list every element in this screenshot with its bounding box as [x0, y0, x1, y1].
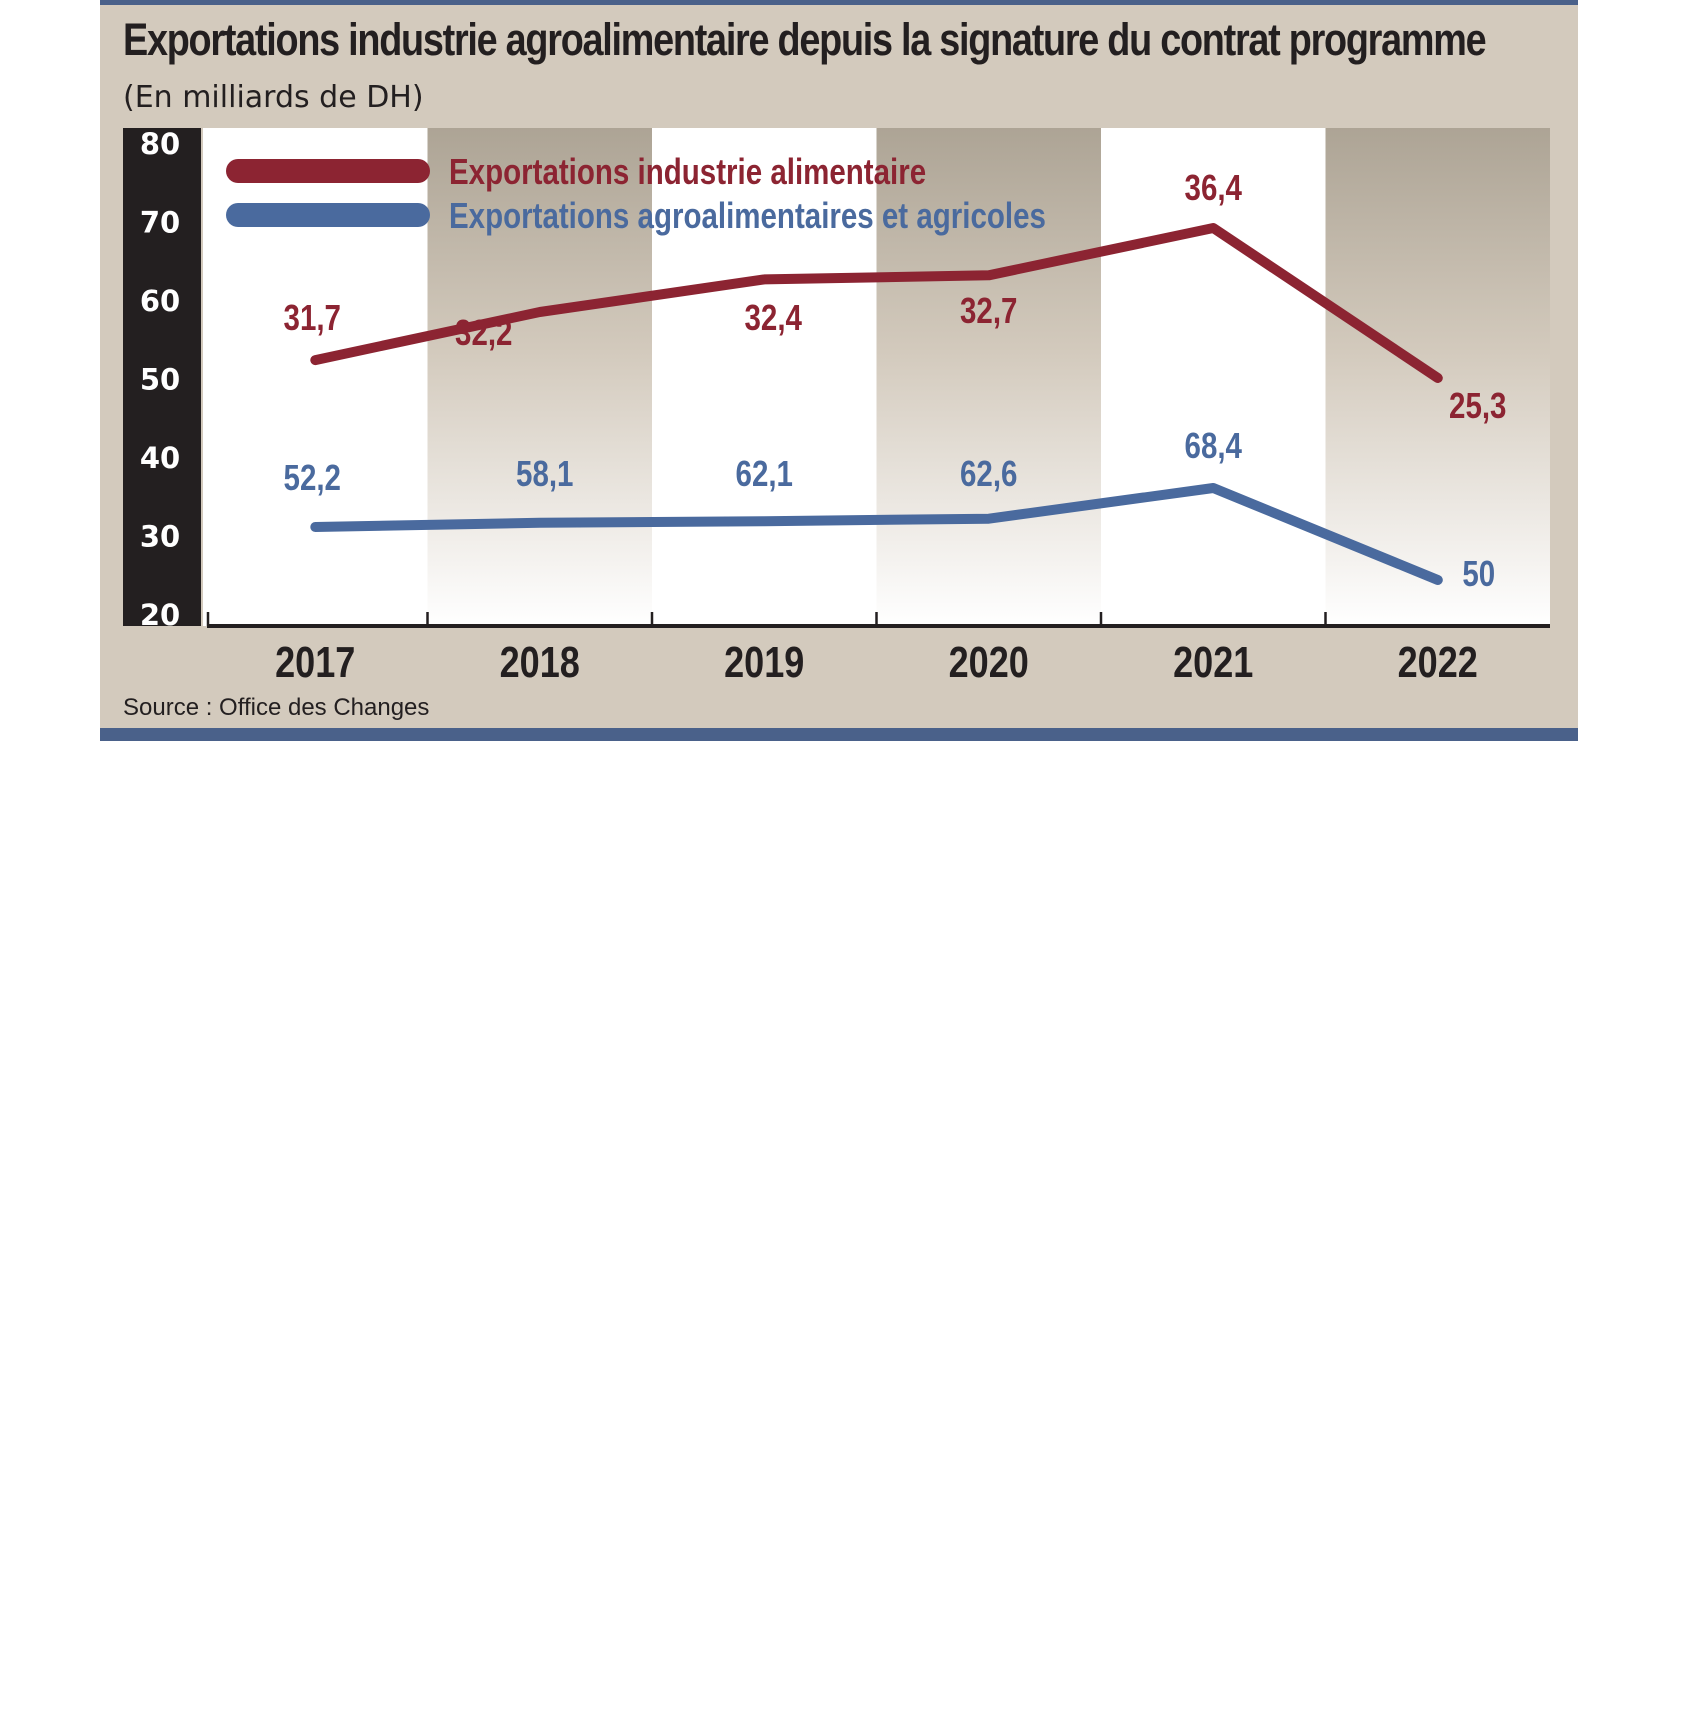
series-line-agroalimentaires-agricoles [310, 223, 1443, 383]
data-label-industrie-alimentaire: 31,7 [284, 297, 341, 337]
data-label-agroalimentaires-agricoles: 62,6 [960, 453, 1017, 493]
data-label-industrie-alimentaire: 32,2 [455, 312, 512, 352]
y-axis-bar [123, 128, 201, 626]
series-line-industrie-alimentaire [310, 483, 1443, 585]
source-note: Source : Office des Changes [123, 694, 430, 721]
y-tick-label: 70 [140, 206, 180, 240]
data-label-agroalimentaires-agricoles: 52,2 [284, 457, 341, 497]
x-tick-label: 2018 [500, 638, 580, 687]
x-tick-label: 2021 [1173, 638, 1253, 687]
data-label-industrie-alimentaire: 32,4 [745, 297, 803, 337]
data-label-agroalimentaires-agricoles: 68,4 [1185, 425, 1243, 465]
data-label-agroalimentaires-agricoles: 58,1 [516, 453, 573, 493]
year-band [876, 128, 1101, 626]
data-label-agroalimentaires-agricoles: 50 [1462, 553, 1495, 593]
x-tick-label: 2019 [724, 638, 804, 687]
y-tick-label: 80 [140, 127, 180, 161]
bottom-rule [100, 728, 1578, 741]
legend-item-industrie-alimentaire: Exportations industrie alimentaire [449, 151, 926, 191]
y-tick-label: 60 [140, 284, 180, 318]
data-label-industrie-alimentaire: 25,3 [1449, 385, 1506, 425]
chart-title: Exportations industrie agroalimentaire d… [123, 14, 1487, 65]
y-tick-label: 40 [140, 441, 180, 475]
x-tick-label: 2020 [949, 638, 1029, 687]
chart-card: Exportations industrie agroalimentaire d… [100, 0, 1578, 741]
y-tick-label: 50 [140, 363, 180, 397]
data-label-agroalimentaires-agricoles: 62,1 [736, 453, 793, 493]
data-label-industrie-alimentaire: 32,7 [960, 290, 1017, 330]
top-rule [100, 0, 1578, 5]
x-tick-label: 2017 [275, 638, 355, 687]
chart-subtitle: (En milliards de DH) [123, 80, 424, 115]
y-tick-label: 30 [140, 520, 180, 554]
legend-item-agroalimentaires-agricoles: Exportations agroalimentaires et agricol… [449, 195, 1046, 235]
data-label-industrie-alimentaire: 36,4 [1185, 167, 1243, 207]
year-band [427, 128, 652, 626]
x-tick-label: 2022 [1398, 638, 1478, 687]
y-tick-label: 20 [140, 598, 180, 632]
